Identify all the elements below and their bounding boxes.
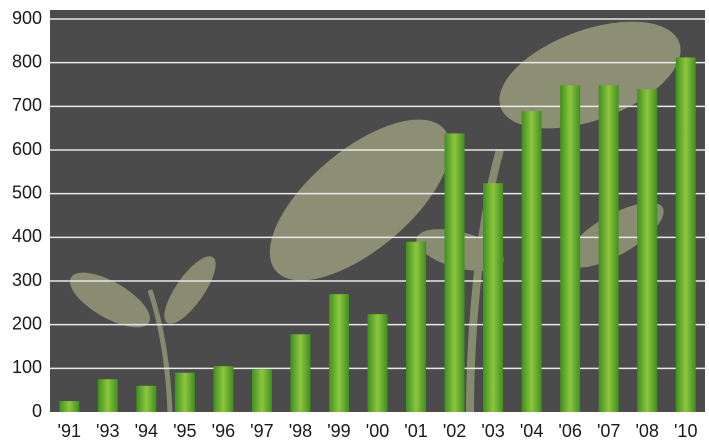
- y-tick-label: 100: [12, 357, 42, 377]
- y-tick-label: 700: [12, 95, 42, 115]
- bar: [637, 89, 658, 412]
- bar: [598, 85, 619, 412]
- x-tick-label: '04: [520, 421, 543, 441]
- bar: [59, 401, 80, 412]
- bar: [675, 57, 696, 412]
- x-tick-label: '06: [558, 421, 581, 441]
- bar: [174, 372, 195, 412]
- plant-decoration: [70, 21, 681, 413]
- x-tick-label: '00: [366, 421, 389, 441]
- x-tick-label: '07: [597, 421, 620, 441]
- bar: [560, 85, 581, 412]
- bar: [367, 314, 388, 412]
- x-tick-label: '02: [443, 421, 466, 441]
- bar: [97, 379, 118, 412]
- y-tick-label: 500: [12, 182, 42, 202]
- bar: [213, 366, 234, 412]
- x-tick-label: '10: [674, 421, 697, 441]
- bar: [521, 111, 542, 413]
- x-tick-label: '98: [289, 421, 312, 441]
- y-tick-label: 600: [12, 139, 42, 159]
- bar: [290, 334, 311, 412]
- bar: [328, 294, 349, 412]
- x-tick-label: '08: [635, 421, 658, 441]
- x-tick-label: '03: [481, 421, 504, 441]
- x-tick-label: '94: [135, 421, 158, 441]
- bar: [444, 133, 465, 412]
- x-tick-label: '96: [212, 421, 235, 441]
- x-tick-label: '95: [173, 421, 196, 441]
- x-tick-label: '99: [327, 421, 350, 441]
- y-tick-label: 800: [12, 51, 42, 71]
- bar: [406, 241, 427, 412]
- y-tick-label: 0: [32, 401, 42, 421]
- x-tick-label: '01: [404, 421, 427, 441]
- y-tick-label: 400: [12, 226, 42, 246]
- bar: [483, 183, 504, 412]
- bar: [251, 369, 272, 412]
- x-tick-label: '91: [58, 421, 81, 441]
- y-tick-label: 900: [12, 8, 42, 28]
- y-tick-label: 300: [12, 270, 42, 290]
- x-tick-label: '93: [96, 421, 119, 441]
- y-tick-label: 200: [12, 313, 42, 333]
- bar: [136, 385, 157, 412]
- x-tick-label: '97: [250, 421, 273, 441]
